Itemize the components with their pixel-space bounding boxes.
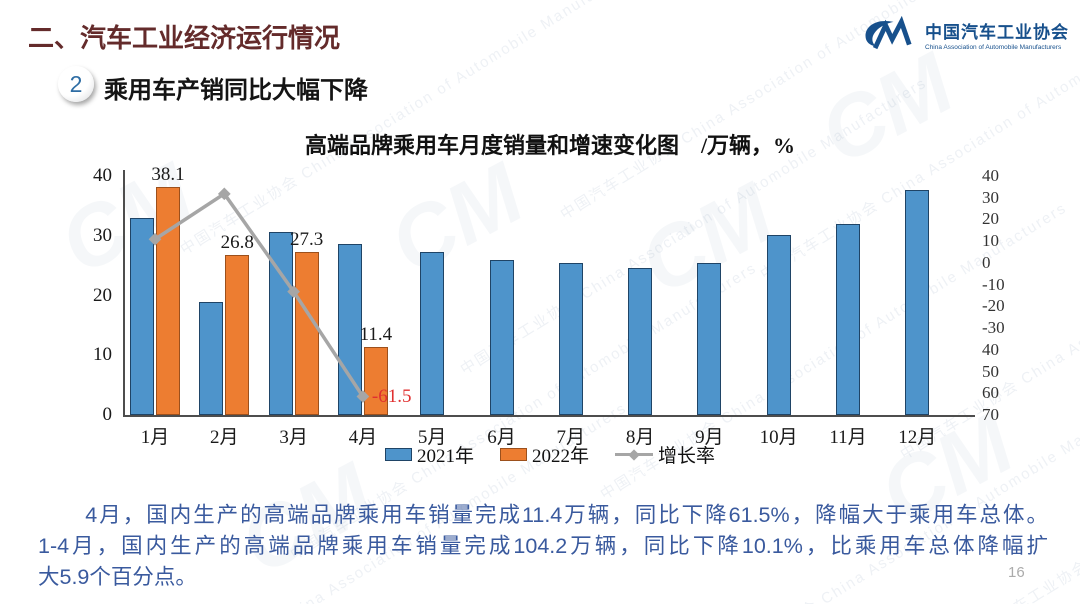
legend-line-marker-icon [615,448,653,461]
bar-2022-1月 [156,187,180,415]
body-line-3: 大5.9个百分点。 [38,565,197,590]
left-axis-tick-20: 20 [93,284,112,306]
x-axis-label-2月: 2月 [210,427,239,448]
caam-logo: 中国汽车工业协会 China Association of Automobile… [862,15,1069,59]
body-paragraph: 4月，国内生产的高端品牌乘用车销量完成11.4万辆，同比下降61.5%，降幅大于… [38,500,1048,594]
caam-logo-mark-icon [862,15,918,59]
right-axis-tick--60: 60 [982,383,999,403]
chart-legend: 2021年 2022年 增长率 [125,441,975,468]
left-axis-tick-30: 30 [93,224,112,246]
legend-swatch-2021-icon [384,448,412,461]
bar-2021-11月 [836,224,860,415]
logo-name-en: China Association of Automobile Manufact… [925,44,1062,52]
right-axis-tick--10: -10 [982,274,1005,294]
page-number: 16 [1008,564,1025,581]
y-axis-line [123,170,125,417]
left-axis-tick-40: 40 [93,165,112,186]
bar-2021-9月 [697,263,722,415]
bar-2022-3月 [294,251,319,415]
body-line-2: 1-4月，国内生产的高端品牌乘用车销量完成104.2万辆，同比下降10.1%，比… [38,534,1048,559]
x-axis-label-9月: 9月 [695,427,724,448]
right-axis-tick--20: -20 [982,296,1005,316]
right-axis-tick-10: 10 [982,231,999,251]
right-axis-tick-30: 30 [982,187,999,207]
body-line-1: 4月，国内生产的高端品牌乘用车销量完成11.4万辆，同比下降61.5%，降幅大于… [85,503,1048,527]
bar-2021-3月 [268,232,293,415]
x-axis-label-3月: 3月 [279,427,308,448]
left-axis-tick-10: 10 [93,344,112,366]
data-label-2022-4月: 11.4 [359,323,393,345]
slide-subtitle: 乘用车产销同比大幅下降 [104,77,368,104]
x-axis-label-5月: 5月 [417,427,447,448]
right-axis-tick--30: -30 [982,318,1005,338]
badge-number: 2 [69,70,83,97]
right-axis-tick--50: 50 [982,361,999,381]
bar-2021-1月 [130,217,154,415]
data-label-2022-3月: 27.3 [289,228,324,250]
x-axis-line [123,415,975,417]
watermark-cm-mark: CM [375,145,539,293]
bar-2022-4月 [363,346,388,415]
x-axis-label-11月: 11月 [829,427,867,448]
legend-item-2022: 2022年 [499,441,589,468]
legend-item-2021: 2021年 [384,441,474,468]
growth-line-end-label: -61.5 [371,385,412,407]
legend-swatch-2022-icon [499,448,527,461]
x-axis-label-7月: 7月 [556,427,586,448]
bar-2021-12月 [905,190,930,415]
right-axis-tick-20: 20 [982,209,999,229]
section-title: 二、汽车工业经济运行情况 [28,23,341,53]
right-axis-tick--40: 40 [982,339,999,359]
data-label-2022-1月: 38.1 [151,164,185,186]
right-axis-tick--70: 70 [982,405,999,424]
bar-2021-10月 [766,234,791,415]
x-axis-label-6月: 6月 [487,427,516,448]
chart-title: 高端品牌乘用车月度销量和增速变化图 /万辆，% [304,133,796,158]
legend-label-2022: 2022年 [531,446,589,467]
right-axis-tick-0: 0 [982,252,991,272]
legend-item-growth: 增长率 [615,441,715,468]
data-label-2022-2月: 26.8 [220,231,254,253]
bar-2021-7月 [558,262,583,415]
bar-2021-2月 [199,302,224,415]
x-axis-label-4月: 4月 [348,427,378,448]
legend-label-growth: 增长率 [658,446,716,467]
caam-logo-text: 中国汽车工业协会 China Association of Automobile… [925,22,1069,52]
legend-label-2021: 2021年 [416,446,474,467]
left-axis-tick-0: 0 [102,404,113,425]
bar-2022-2月 [225,254,250,415]
logo-name-cn: 中国汽车工业协会 [925,22,1069,42]
x-axis-label-12月: 12月 [898,427,937,448]
x-axis-label-8月: 8月 [625,427,655,448]
x-axis-label-1月: 1月 [140,427,170,448]
x-axis-label-10月: 10月 [759,427,798,448]
bar-2021-5月 [420,252,445,415]
right-axis-tick-40: 40 [982,166,999,185]
bar-2021-8月 [628,268,653,415]
bar-2021-6月 [489,260,514,415]
section-number-badge: 2 [58,66,94,102]
